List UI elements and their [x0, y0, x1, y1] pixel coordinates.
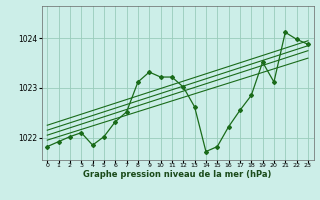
X-axis label: Graphe pression niveau de la mer (hPa): Graphe pression niveau de la mer (hPa)	[84, 170, 272, 179]
